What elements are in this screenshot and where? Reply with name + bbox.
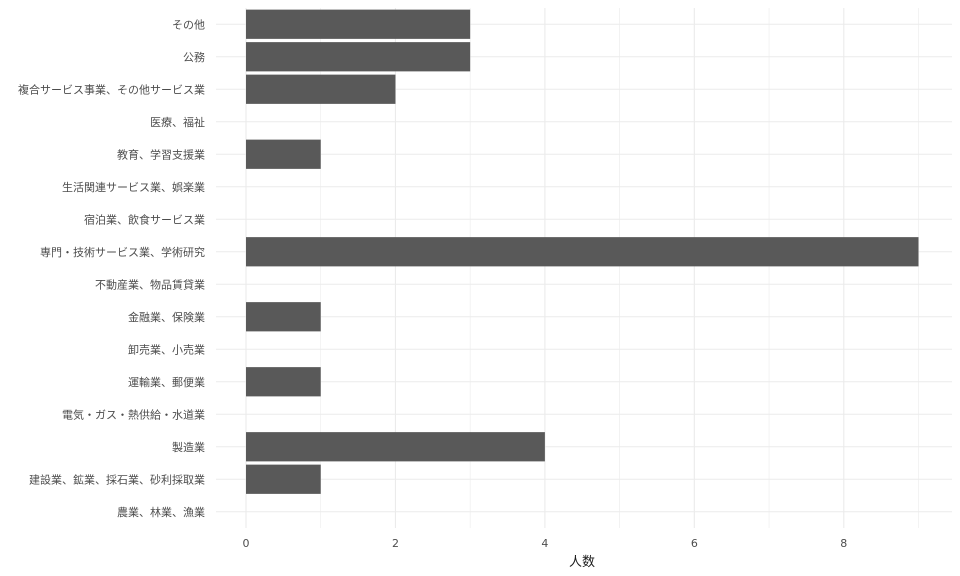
category-label: 卸売業、小売業 — [128, 342, 205, 356]
x-tick-label: 4 — [541, 537, 548, 550]
category-label: 製造業 — [172, 440, 205, 454]
bar — [246, 9, 471, 39]
bar — [246, 432, 545, 462]
category-label: 不動産業、物品賃貸業 — [95, 277, 205, 291]
category-label: 公務 — [183, 50, 205, 64]
bar — [246, 237, 919, 267]
bar — [246, 42, 471, 72]
bar — [246, 464, 321, 494]
x-tick-label: 0 — [243, 537, 250, 550]
bar — [246, 139, 321, 169]
category-label: 金融業、保険業 — [128, 310, 205, 324]
category-label: 専門・技術サービス業、学術研究 — [40, 245, 205, 259]
category-label: その他 — [172, 18, 205, 31]
x-tick-label: 8 — [840, 537, 847, 550]
category-label: 教育、学習支援業 — [117, 147, 205, 161]
category-label: 医療、福祉 — [150, 115, 205, 129]
bar — [246, 302, 321, 332]
x-axis-title: 人数 — [569, 555, 595, 570]
category-label: 電気・ガス・熱供給・水道業 — [62, 407, 205, 421]
category-label: 農業、林業、漁業 — [117, 505, 205, 519]
bar — [246, 74, 396, 104]
category-label: 複合サービス事業、その他サービス業 — [18, 82, 205, 96]
category-label: 運輸業、郵便業 — [128, 375, 205, 389]
category-label: 宿泊業、飲食サービス業 — [84, 212, 205, 226]
category-label: 建設業、鉱業、採石業、砂利採取業 — [29, 472, 205, 486]
category-axis-labels: 農業、林業、漁業 建設業、鉱業、採石業、砂利採取業 製造業 電気・ガス・熱供給・水道業… — [18, 18, 205, 519]
x-tick-label: 2 — [392, 537, 399, 550]
bar — [246, 367, 321, 397]
x-tick-label: 6 — [691, 537, 698, 550]
bars — [246, 9, 919, 494]
value-axis-labels: 0 2 4 6 8 — [243, 537, 848, 550]
category-label: 生活関連サービス業、娯楽業 — [62, 180, 205, 194]
